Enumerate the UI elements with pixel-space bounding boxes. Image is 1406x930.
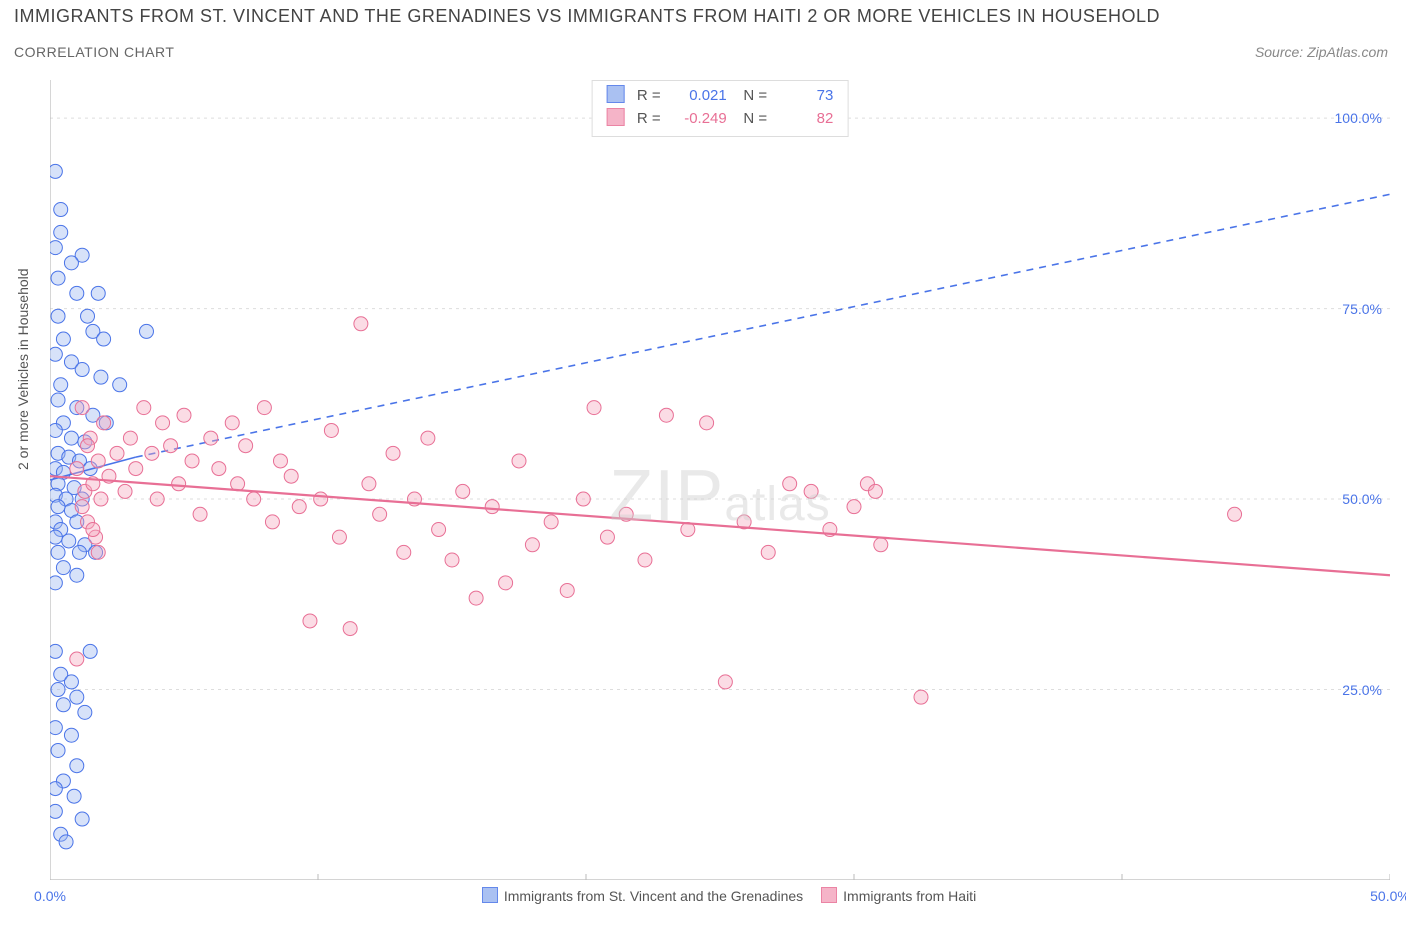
legend-swatch [821,887,837,903]
stats-legend-row-1: R = 0.021 N = 73 [607,85,834,108]
legend-swatch [482,887,498,903]
y-tick-label: 100.0% [1335,110,1382,126]
watermark: ZIPatlas [609,455,830,537]
stats-legend: R = 0.021 N = 73 R = -0.249 N = 82 [592,80,849,137]
chart-subtitle: CORRELATION CHART [14,44,174,60]
chart-title: IMMIGRANTS FROM ST. VINCENT AND THE GREN… [14,6,1160,27]
y-tick-label: 50.0% [1342,491,1382,507]
legend-label: Immigrants from St. Vincent and the Gren… [504,888,803,904]
stats-legend-row-2: R = -0.249 N = 82 [607,108,834,131]
plot-area: ZIPatlas R = 0.021 N = 73 R = -0.249 N =… [50,80,1390,880]
y-axis-label: 2 or more Vehicles in Household [15,268,31,470]
legend-label: Immigrants from Haiti [843,888,976,904]
bottom-legend: Immigrants from St. Vincent and the Gren… [50,887,1390,904]
y-tick-label: 75.0% [1342,301,1382,317]
y-tick-label: 25.0% [1342,682,1382,698]
source-label: Source: ZipAtlas.com [1255,44,1388,60]
